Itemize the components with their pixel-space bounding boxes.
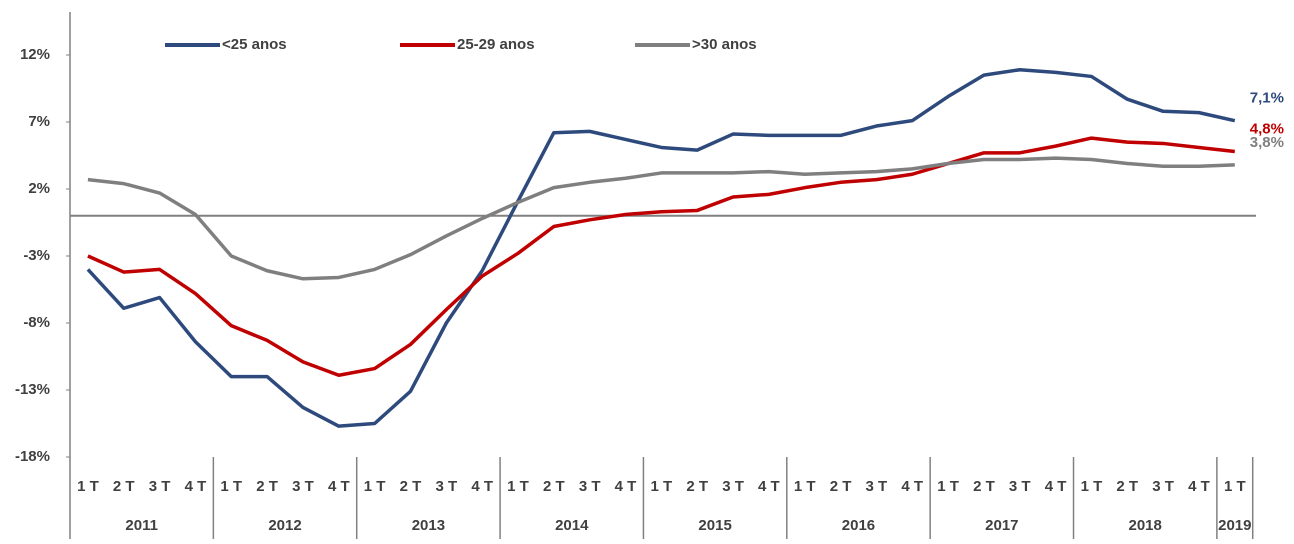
year-label: 2018 [1129,517,1162,534]
end-label: 4,8% [1250,120,1284,137]
x-tick-label: 4 T [185,478,207,495]
x-tick-label: 3 T [1152,478,1174,495]
x-tick-label: 4 T [328,478,350,495]
x-tick-label: 3 T [149,478,171,495]
y-tick-label: -8% [23,314,50,331]
x-tick-label: 3 T [866,478,888,495]
x-tick-label: 2 T [973,478,995,495]
series-line [86,67,1236,428]
x-tick-label: 1 T [651,478,673,495]
x-tick-label: 4 T [471,478,493,495]
x-tick-label: 3 T [579,478,601,495]
x-tick-label: 1 T [364,478,386,495]
x-tick-label: 1 T [507,478,529,495]
x-tick-label: 4 T [758,478,780,495]
legend-label: >30 anos [692,36,757,53]
end-label: 3,8% [1250,134,1284,151]
x-tick-label: 4 T [1045,478,1067,495]
x-tick-label: 1 T [220,478,242,495]
x-tick-label: 4 T [901,478,923,495]
x-tick-label: 1 T [1224,478,1246,495]
x-tick-label: 4 T [615,478,637,495]
x-tick-label: 2 T [830,478,852,495]
x-tick-label: 2 T [543,478,565,495]
year-label: 2016 [842,517,875,534]
x-tick-label: 4 T [1188,478,1210,495]
year-label: 2014 [555,517,589,534]
legend-label: <25 anos [222,36,287,53]
year-label: 2013 [412,517,445,534]
x-tick-label: 1 T [794,478,816,495]
x-tick-label: 3 T [435,478,457,495]
end-label: 7,1% [1250,90,1284,107]
y-tick-label: -3% [23,247,50,264]
y-tick-label: 12% [20,46,50,63]
y-tick-label: -18% [15,448,50,465]
x-tick-label: 2 T [113,478,135,495]
x-tick-label: 1 T [1081,478,1103,495]
x-tick-label: 3 T [292,478,314,495]
x-tick-label: 1 T [937,478,959,495]
year-label: 2011 [125,517,158,534]
x-tick-label: 3 T [1009,478,1031,495]
y-tick-label: -13% [15,381,50,398]
legend-label: 25-29 anos [457,36,535,53]
x-tick-label: 2 T [256,478,278,495]
x-tick-label: 2 T [400,478,422,495]
year-label: 2015 [698,517,731,534]
year-label: 2019 [1218,517,1251,534]
y-tick-label: 2% [28,180,50,197]
series-line [87,136,1235,378]
x-tick-label: 3 T [722,478,744,495]
year-label: 2017 [985,517,1018,534]
year-label: 2012 [268,517,301,534]
series-line [87,156,1235,281]
x-tick-label: 2 T [686,478,708,495]
x-tick-label: 1 T [77,478,99,495]
y-tick-label: 7% [28,113,50,130]
x-tick-label: 2 T [1116,478,1138,495]
